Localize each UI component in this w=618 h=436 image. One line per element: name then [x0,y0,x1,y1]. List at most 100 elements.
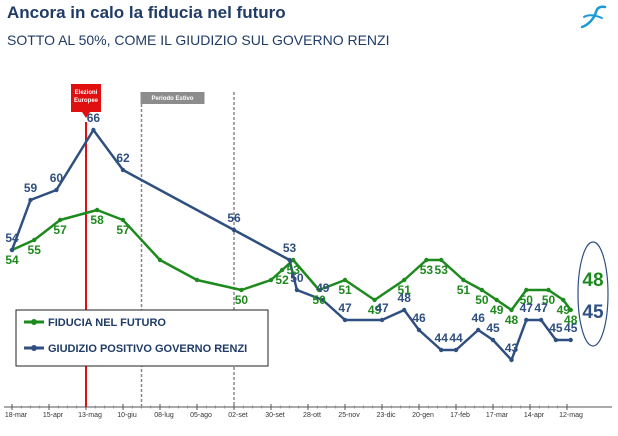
swirl-logo-icon [580,5,607,29]
x-tick-label: 14-apr [524,412,545,419]
data-point [538,317,544,323]
data-label: 57 [116,223,130,237]
data-point [268,277,274,283]
data-label: 53 [435,263,449,277]
data-point [120,217,126,223]
final-value-giudizio: 45 [582,302,604,323]
x-tick-label: 10-giu [117,412,137,419]
data-point [320,297,325,303]
x-tick-label: 17-feb [450,412,470,419]
data-label: 53 [420,263,434,277]
data-point [54,187,59,193]
data-label: 48 [564,313,578,327]
x-tick-label: 20-gen [412,412,434,419]
data-point [416,327,422,333]
data-point [379,317,385,323]
data-label: 49 [490,303,504,317]
data-point [439,347,444,353]
data-point [424,257,429,263]
data-point [494,297,499,303]
legend-box [15,309,269,367]
data-label: 49 [316,281,330,295]
data-label: 54 [5,231,19,245]
data-point [91,127,96,133]
data-label: 49 [557,303,571,317]
x-tick-label: 28-ott [303,412,321,419]
data-label: 47 [338,301,352,315]
data-label: 54 [5,253,19,267]
data-label: 44 [449,331,463,345]
data-label: 44 [435,331,449,345]
data-point [402,307,407,313]
x-tick-label: 30-set [265,412,285,419]
data-label: 52 [275,273,289,287]
data-point [57,217,63,223]
data-label: 50 [235,293,249,307]
x-tick-label: 15-apr [43,412,64,419]
legend-marker [31,345,37,351]
data-label: 66 [87,111,101,125]
annotation-label: Elezioni [75,90,98,96]
data-point [194,277,200,283]
data-label: 62 [116,151,130,165]
x-tick-label: 18-mar [5,412,28,419]
data-point [372,297,377,303]
data-point [239,287,244,293]
elezioni-europee-callout [71,84,101,112]
data-point [294,287,300,293]
data-label: 56 [227,211,241,225]
data-point [28,197,33,203]
data-point [157,257,163,263]
data-label: 43 [505,341,519,355]
data-point [453,347,459,353]
data-point [479,287,485,293]
data-point [568,307,573,313]
data-label: 50 [312,293,326,307]
series-line-giudizio [10,128,571,362]
data-label: 46 [472,311,486,325]
data-label: 47 [534,301,548,315]
x-tick-label: 23-dic [376,412,396,419]
data-label: 50 [290,271,304,285]
data-label: 57 [53,223,67,237]
data-point [509,307,514,313]
data-label: 48 [505,313,519,327]
annotation-label: Europee [74,98,99,104]
data-point [509,357,514,363]
data-point [94,207,100,213]
data-point [439,257,444,263]
data-point [546,287,551,293]
data-point [32,237,37,243]
data-label: 51 [398,283,412,297]
final-value-fiducia: 48 [582,270,603,291]
final-values-ellipse [577,241,609,347]
data-point [524,287,529,293]
x-tick-label: 17-mar [486,412,509,419]
data-point [568,337,573,343]
data-label: 50 [520,293,534,307]
page-subtitle: SOTTO AL 50%, COME IL GIUDIZIO SUL GOVER… [7,32,390,48]
data-point [342,277,348,283]
data-point [231,227,237,233]
data-label: 47 [375,301,389,315]
data-label: 55 [28,243,42,257]
data-point [553,337,559,343]
legend-label: FIDUCIA NEL FUTURO [48,317,166,329]
x-tick-label: 05-ago [190,412,212,419]
page-title: Ancora in calo la fiducia nel futuro [7,3,286,22]
data-label: 49 [368,303,382,317]
data-label: 51 [457,283,471,297]
callout-pointer [82,112,90,118]
x-axis: 18-mar 15-apr 13-mag 10-giu 08-lug 05-ago 02-s… [4,404,612,419]
data-point [287,257,292,263]
data-point [490,337,496,343]
data-point [402,277,407,283]
x-tick-label: 12-mag [559,412,583,419]
data-label: 51 [338,283,352,297]
data-point [524,317,529,323]
data-point [9,247,15,253]
data-label: 45 [549,321,563,335]
data-point [291,257,296,263]
